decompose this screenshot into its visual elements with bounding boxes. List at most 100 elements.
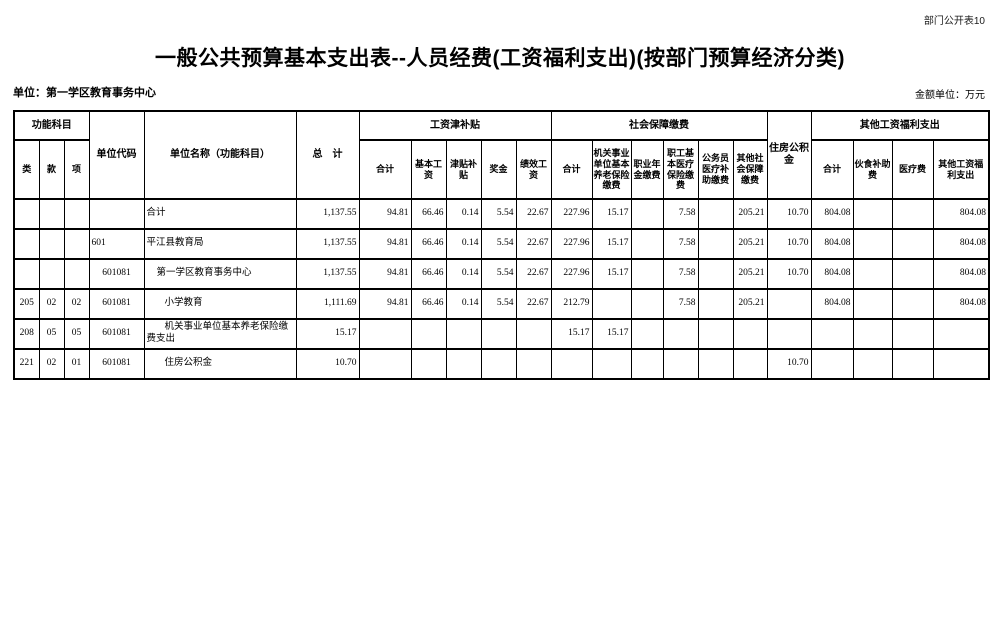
func-kuan-cell xyxy=(38,258,65,290)
value-cell: 94.81 xyxy=(358,288,412,320)
func-lei-cell xyxy=(13,258,40,290)
value-cell: 804.08 xyxy=(932,228,990,260)
page-title: 一般公共预算基本支出表--人员经费(工资福利支出)(按部门预算经济分类) xyxy=(155,47,845,70)
func-lei-cell xyxy=(13,198,40,230)
value-cell: 804.08 xyxy=(810,198,854,230)
header-other-welfare: 其他工资福利支出 xyxy=(932,139,990,200)
value-cell: 94.81 xyxy=(358,228,412,260)
value-cell xyxy=(697,198,734,230)
value-cell: 1,137.55 xyxy=(295,258,360,290)
value-cell xyxy=(410,318,447,350)
value-cell xyxy=(630,318,664,350)
header-unit-code: 单位代码 xyxy=(88,110,145,200)
value-cell: 10.70 xyxy=(766,258,812,290)
table-row: 合计 1,137.55 94.81 66.46 0.14 5.54 22.67 227.96 1… xyxy=(13,198,990,230)
value-cell: 1,111.69 xyxy=(295,288,360,320)
table-body: 合计 1,137.55 94.81 66.46 0.14 5.54 22.67 227.96 1… xyxy=(13,198,990,380)
value-cell: 205.21 xyxy=(732,198,768,230)
value-cell: 22.67 xyxy=(515,288,552,320)
table-header: 功能科目 单位代码 单位名称（功能科目） 总 计 工资津补贴 社会保障缴费 住房… xyxy=(13,110,990,200)
unit-name-cell: 合计 xyxy=(143,198,297,230)
table-row: 221 02 01 601081 住房公积金 10.70 10.70 xyxy=(13,348,990,380)
amount-unit-label: 金额单位：万元 xyxy=(915,90,985,101)
value-cell: 15.17 xyxy=(295,318,360,350)
value-cell xyxy=(810,348,854,380)
value-cell xyxy=(732,348,768,380)
header-housing-fund: 住房公积金 xyxy=(766,110,812,200)
value-cell: 212.79 xyxy=(550,288,593,320)
value-cell: 10.70 xyxy=(766,348,812,380)
value-cell xyxy=(766,288,812,320)
value-cell xyxy=(445,318,482,350)
unit-label: 单位：第一学区教育事务中心 xyxy=(13,87,156,99)
value-cell: 0.14 xyxy=(445,228,482,260)
func-lei-cell: 208 xyxy=(13,318,40,350)
value-cell xyxy=(410,348,447,380)
func-kuan-cell xyxy=(38,228,65,260)
header-meal-subsidy: 伙食补助费 xyxy=(852,139,893,200)
value-cell: 66.46 xyxy=(410,258,447,290)
table-row: 208 05 05 601081 机关事业单位基本养老保险缴费支出 15.17 15.17 1… xyxy=(13,318,990,350)
header-allowance: 津贴补贴 xyxy=(445,139,482,200)
header-other-total: 合计 xyxy=(810,139,854,200)
value-cell: 15.17 xyxy=(591,228,632,260)
value-cell xyxy=(852,288,893,320)
value-cell xyxy=(852,228,893,260)
value-cell: 1,137.55 xyxy=(295,228,360,260)
value-cell: 7.58 xyxy=(662,288,699,320)
value-cell: 804.08 xyxy=(932,258,990,290)
value-cell: 10.70 xyxy=(766,228,812,260)
value-cell: 10.70 xyxy=(295,348,360,380)
budget-table: 功能科目 单位代码 单位名称（功能科目） 总 计 工资津补贴 社会保障缴费 住房… xyxy=(13,110,991,380)
value-cell: 5.54 xyxy=(480,228,517,260)
value-cell: 1,137.55 xyxy=(295,198,360,230)
header-sub-row: 类 款 项 合计 基本工资 津贴补贴 奖金 绩效工资 合计 机关事业单位基本养老… xyxy=(13,139,990,200)
func-xiang-cell: 02 xyxy=(63,288,90,320)
value-cell xyxy=(852,258,893,290)
unit-name-cell: 住房公积金 xyxy=(143,348,297,380)
value-cell xyxy=(630,198,664,230)
func-lei-cell: 221 xyxy=(13,348,40,380)
value-cell: 804.08 xyxy=(932,198,990,230)
value-cell: 205.21 xyxy=(732,258,768,290)
unit-code-cell: 601081 xyxy=(88,288,145,320)
header-unit-name: 单位名称（功能科目） xyxy=(143,110,297,200)
func-lei-cell xyxy=(13,228,40,260)
form-number-note: 部门公开表10 xyxy=(923,16,985,27)
func-xiang-cell xyxy=(63,258,90,290)
unit-name-cell: 机关事业单位基本养老保险缴费支出 xyxy=(143,318,297,350)
table-row: 601081 第一学区教育事务中心 1,137.55 94.81 66.46 0.14 5.… xyxy=(13,258,990,290)
header-func-lei: 类 xyxy=(13,139,40,200)
header-group-row: 功能科目 单位代码 单位名称（功能科目） 总 计 工资津补贴 社会保障缴费 住房… xyxy=(13,110,990,200)
header-func-kuan: 款 xyxy=(38,139,65,200)
value-cell: 205.21 xyxy=(732,228,768,260)
func-kuan-cell: 02 xyxy=(38,348,65,380)
value-cell: 7.58 xyxy=(662,258,699,290)
value-cell: 227.96 xyxy=(550,198,593,230)
unit-code-cell: 601081 xyxy=(88,348,145,380)
header-basic-wage: 基本工资 xyxy=(410,139,447,200)
value-cell: 804.08 xyxy=(810,288,854,320)
value-cell: 66.46 xyxy=(410,228,447,260)
value-cell xyxy=(591,288,632,320)
header-performance-wage: 绩效工资 xyxy=(515,139,552,200)
header-social-group: 社会保障缴费 xyxy=(550,110,768,141)
value-cell: 205.21 xyxy=(732,288,768,320)
value-cell xyxy=(630,288,664,320)
value-cell xyxy=(891,258,934,290)
value-cell: 15.17 xyxy=(591,258,632,290)
value-cell xyxy=(630,228,664,260)
value-cell: 5.54 xyxy=(480,258,517,290)
header-social-total: 合计 xyxy=(550,139,593,200)
func-kuan-cell xyxy=(38,198,65,230)
value-cell xyxy=(480,348,517,380)
value-cell: 7.58 xyxy=(662,198,699,230)
table-row: 601 平江县教育局 1,137.55 94.81 66.46 0.14 5.54 22.67… xyxy=(13,228,990,260)
value-cell xyxy=(515,318,552,350)
header-medical-insurance: 职工基本医疗保险缴费 xyxy=(662,139,699,200)
value-cell xyxy=(852,198,893,230)
value-cell xyxy=(591,348,632,380)
value-cell: 94.81 xyxy=(358,258,412,290)
value-cell: 804.08 xyxy=(810,228,854,260)
value-cell xyxy=(891,228,934,260)
